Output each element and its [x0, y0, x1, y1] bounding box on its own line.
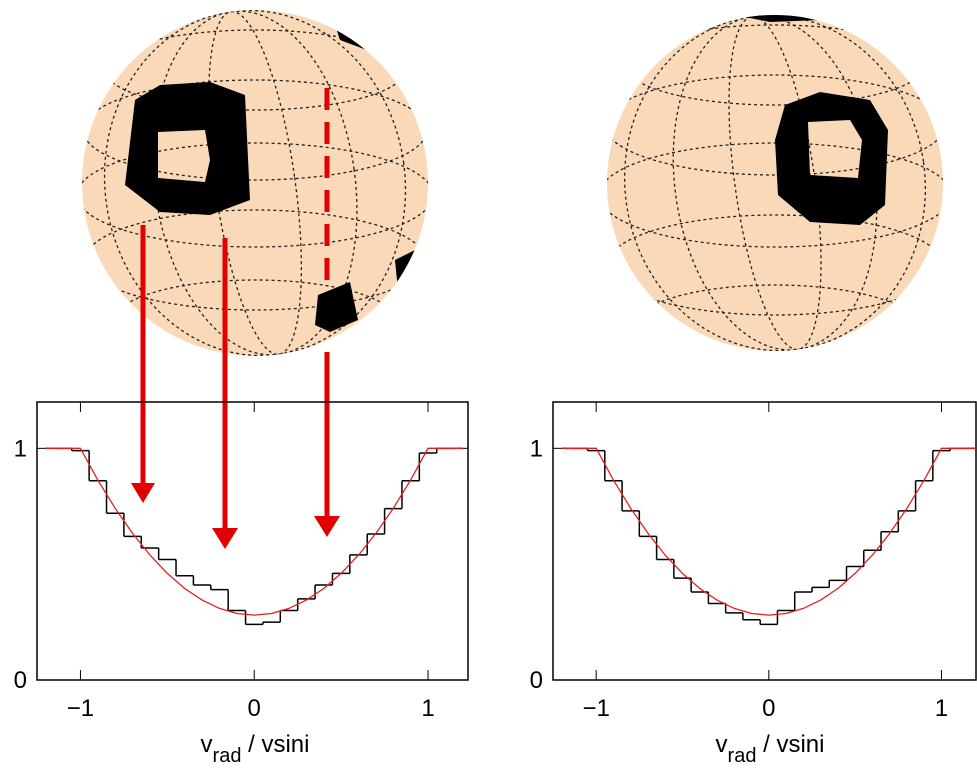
y-tick-label: 1 — [14, 435, 27, 462]
x-tick-label: 0 — [248, 695, 261, 722]
plot-frame — [37, 402, 468, 680]
x-tick-label: 1 — [421, 695, 434, 722]
x-tick-label: −1 — [582, 695, 609, 722]
plot: 0 1 −1 0 1 vrad / vsini — [530, 402, 976, 767]
y-tick-label: 0 — [14, 667, 27, 694]
model-line — [562, 448, 976, 615]
y-tick-label: 0 — [530, 667, 543, 694]
step-line — [46, 448, 463, 624]
model-line — [46, 448, 463, 615]
x-axis-label-rest: / vsini — [756, 731, 824, 758]
star-left — [77, 0, 433, 375]
x-axis-label-rest: / vsini — [241, 731, 309, 758]
x-tick-label: −1 — [67, 695, 94, 722]
plot-frame — [553, 402, 976, 680]
x-axis-label-sub: rad — [213, 745, 242, 767]
step-line — [562, 448, 976, 624]
x-tick-label: 0 — [762, 695, 775, 722]
figure: 01−101vrad / vsini01−101vrad / vsini — [0, 0, 977, 778]
x-axis-label: vrad / vsini — [716, 731, 825, 767]
plot: 0 1 −1 0 1 vrad / vsini — [14, 402, 468, 767]
x-axis-label-main: v — [716, 731, 728, 758]
y-tick-label: 1 — [530, 435, 543, 462]
x-axis-label: vrad / vsini — [201, 731, 310, 767]
x-tick-label: 1 — [935, 695, 948, 722]
x-axis-label-sub: rad — [728, 745, 757, 767]
star-right — [599, 0, 951, 370]
x-axis-label-main: v — [201, 731, 213, 758]
